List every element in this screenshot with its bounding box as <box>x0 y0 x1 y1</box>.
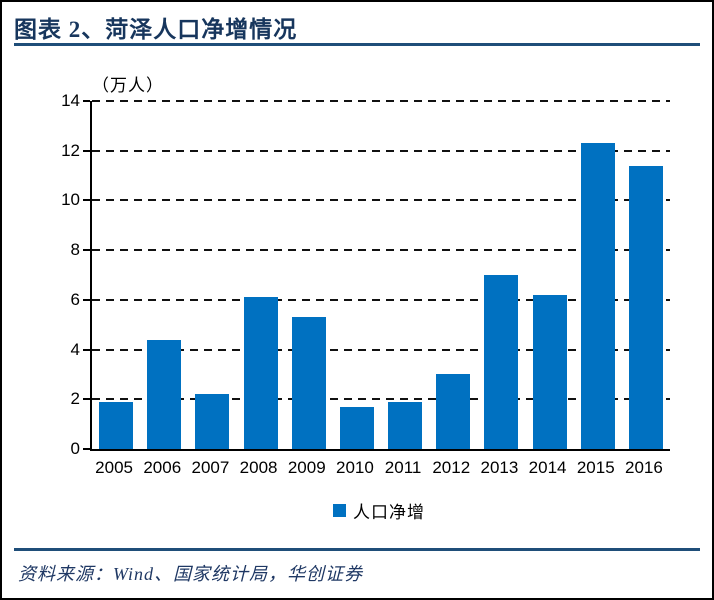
source-rule <box>14 548 700 551</box>
y-axis-tick-14 <box>83 100 90 102</box>
bar-2013 <box>484 275 519 449</box>
bar-2015 <box>580 143 615 449</box>
y-axis-label-14: 14 <box>61 91 80 110</box>
y-axis-label-12: 12 <box>61 140 80 160</box>
x-axis-label-2007: 2007 <box>191 458 230 477</box>
y-axis-tick-10 <box>83 199 90 202</box>
y-axis-label-8: 8 <box>70 240 80 260</box>
y-axis-tick-0 <box>83 448 90 450</box>
y-axis-tick-8 <box>83 249 90 252</box>
x-axis-label-2009: 2009 <box>287 458 326 477</box>
gridline-14 <box>92 100 670 102</box>
bar-2012 <box>436 374 471 449</box>
gridline-10 <box>92 199 670 202</box>
gridline-4 <box>92 348 670 351</box>
x-axis-label-2012: 2012 <box>432 458 471 477</box>
x-axis-label-2005: 2005 <box>95 458 133 477</box>
title-rule <box>14 43 700 46</box>
y-axis-label-6: 6 <box>70 289 80 309</box>
legend: 人口净增 <box>90 498 668 523</box>
gridline-12 <box>92 149 670 152</box>
x-axis-label-2011: 2011 <box>384 458 422 477</box>
legend-swatch-icon <box>333 504 346 517</box>
x-axis-label-2008: 2008 <box>239 458 278 477</box>
plot-area <box>83 100 670 451</box>
y-axis-label-10: 10 <box>61 190 80 210</box>
gridline-8 <box>92 249 670 252</box>
bar-2014 <box>532 294 567 449</box>
x-axis-label-2016: 2016 <box>624 458 663 477</box>
bar-2005 <box>99 401 134 449</box>
bar-2016 <box>628 165 663 449</box>
y-axis-label-0: 0 <box>70 439 80 458</box>
y-axis-unit-label: （万人） <box>92 76 164 95</box>
bar-2011 <box>388 401 423 449</box>
y-axis-tick-2 <box>83 398 90 401</box>
bar-2009 <box>291 317 326 449</box>
y-axis-tick-4 <box>83 348 90 351</box>
y-axis-label-2: 2 <box>70 389 80 409</box>
bar-2010 <box>339 406 374 449</box>
legend-series-label: 人口净增 <box>353 503 425 522</box>
x-axis-label-2006: 2006 <box>143 458 182 477</box>
bar-2006 <box>147 339 182 449</box>
x-axis-label-2010: 2010 <box>335 458 374 477</box>
x-axis-label-2013: 2013 <box>480 458 519 477</box>
x-axis-label-2014: 2014 <box>528 458 567 477</box>
gridline-6 <box>92 298 670 301</box>
bar-2007 <box>195 394 230 449</box>
y-axis-tick-12 <box>83 149 90 152</box>
gridline-2 <box>92 398 670 401</box>
bar-2008 <box>243 297 278 449</box>
figure-title: 图表 2、菏泽人口净增情况 <box>14 17 298 42</box>
x-axis-label-2015: 2015 <box>576 458 615 477</box>
source-text: 资料来源：Wind、国家统计局，华创证券 <box>18 564 364 584</box>
y-axis-label-4: 4 <box>70 339 80 359</box>
y-axis-tick-6 <box>83 298 90 301</box>
